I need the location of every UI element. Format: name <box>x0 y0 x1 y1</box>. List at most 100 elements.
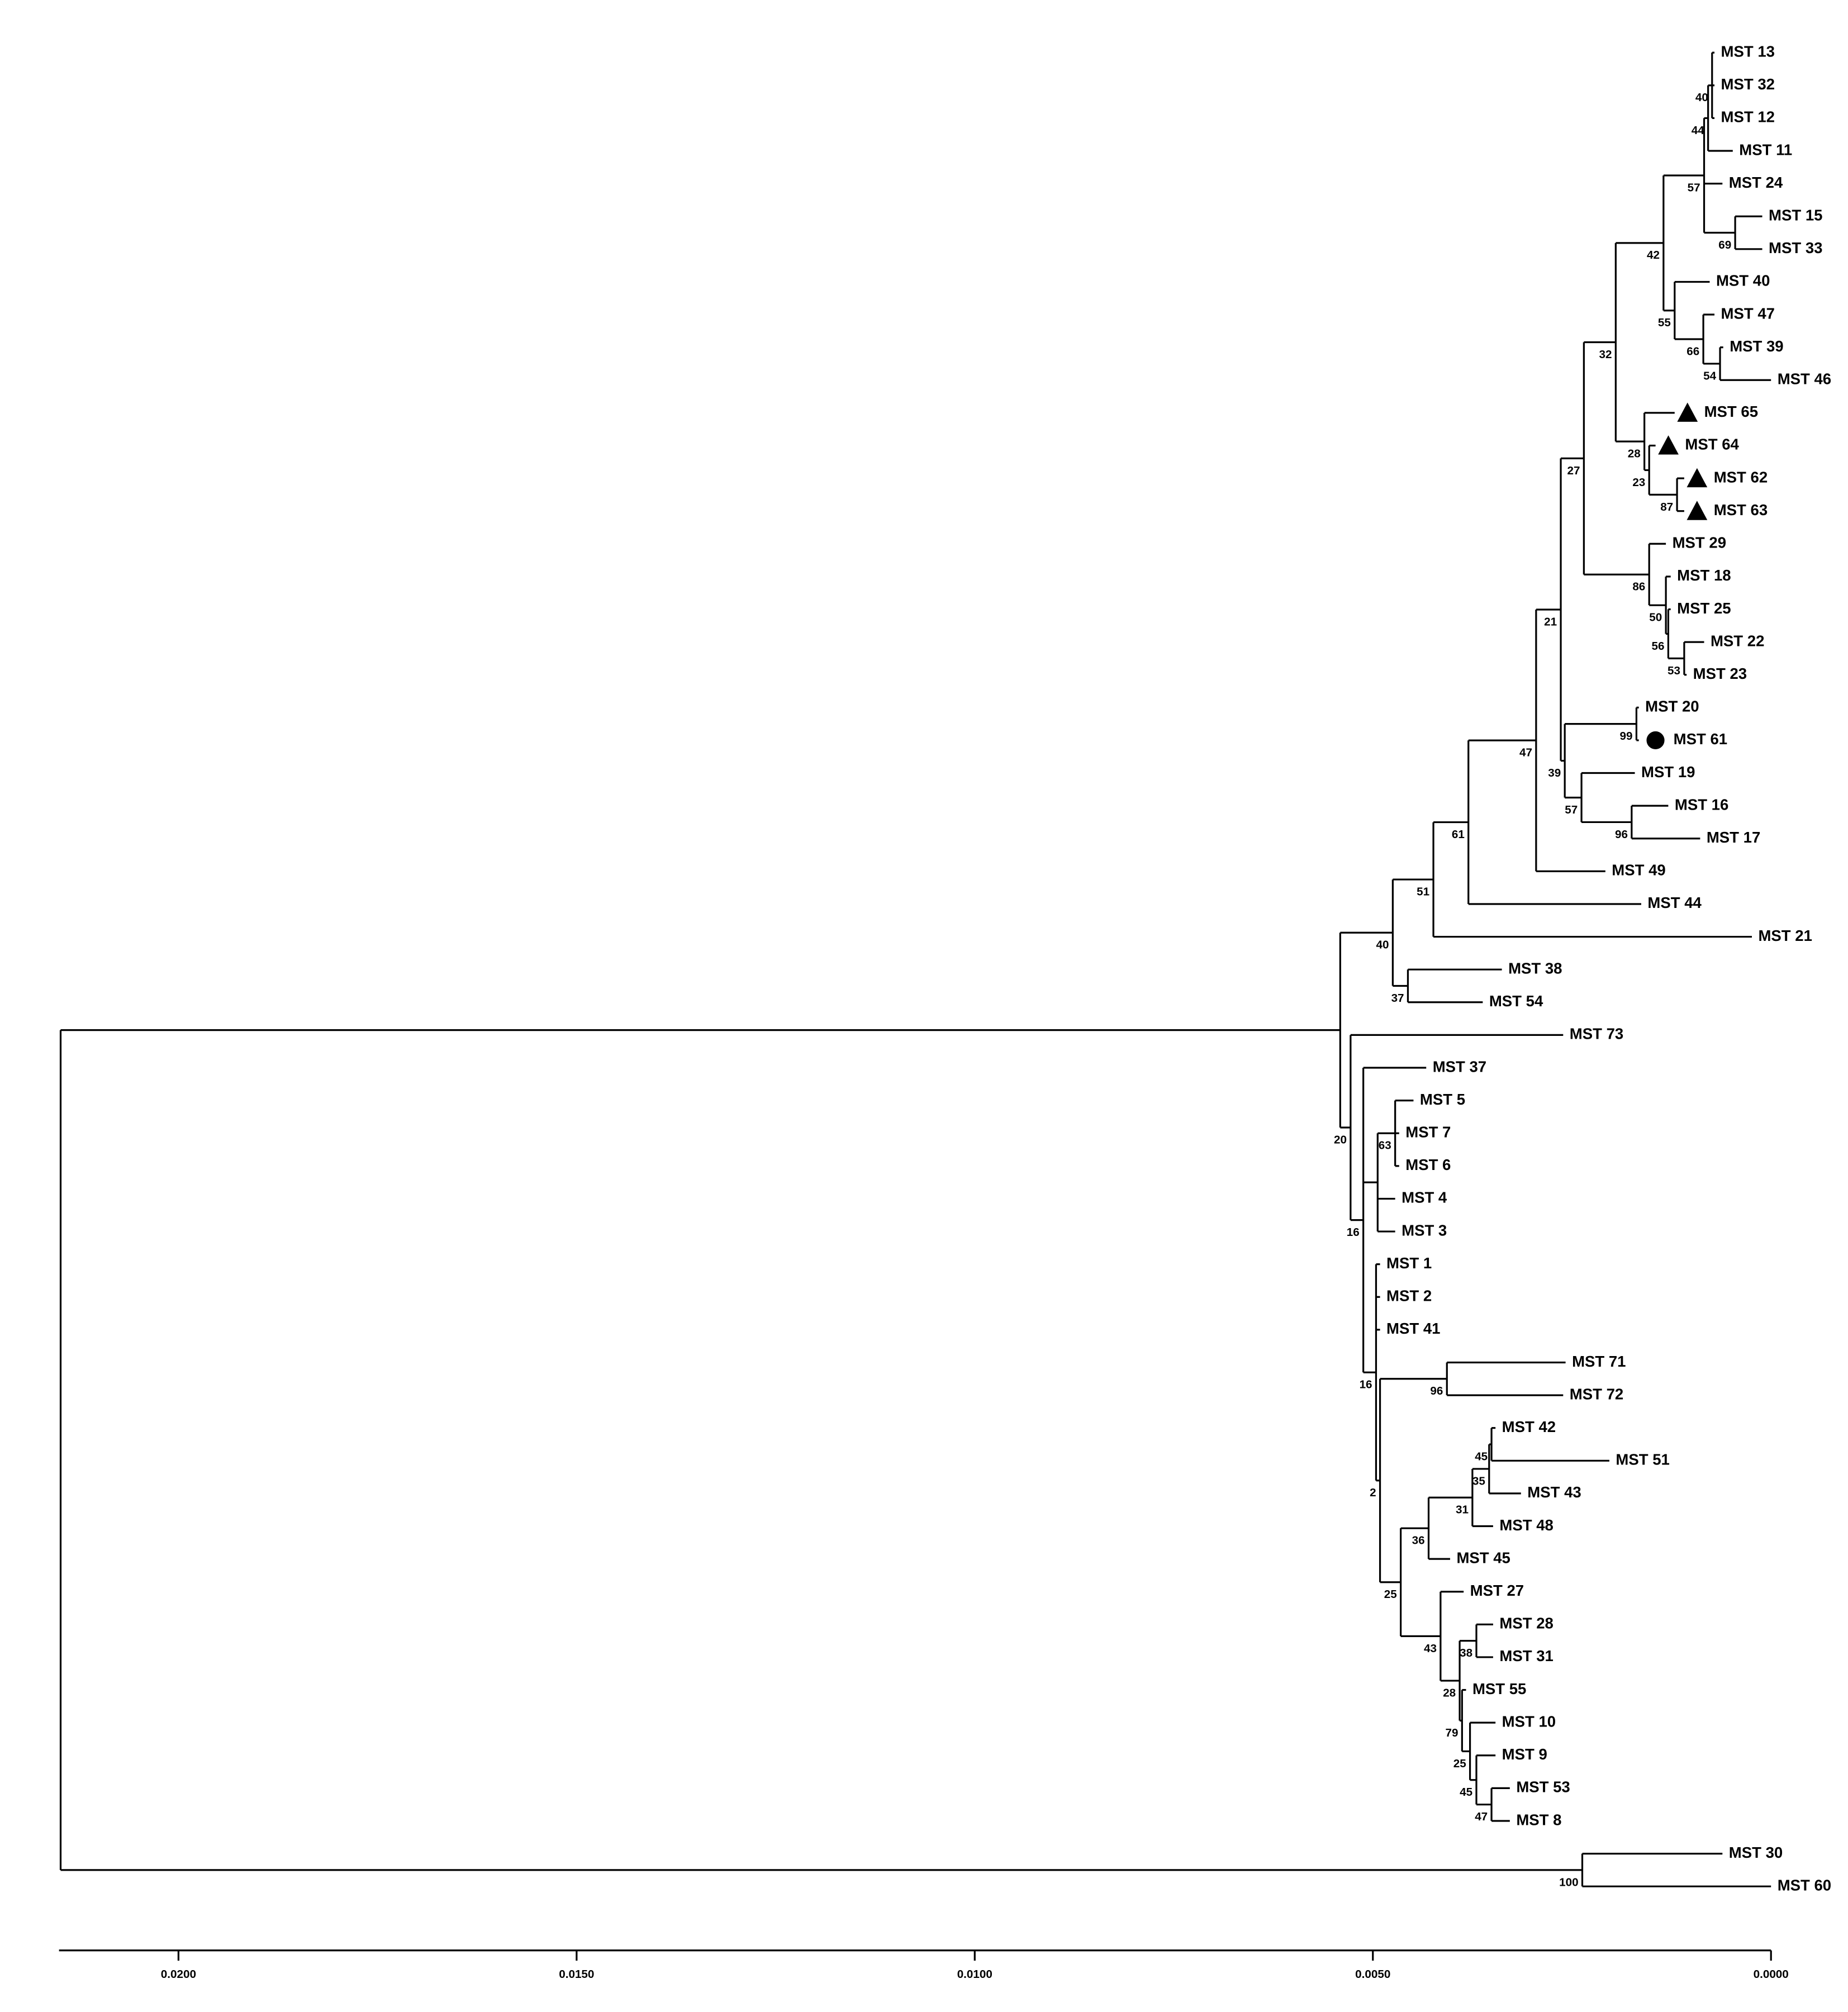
bootstrap-value: 56 <box>1652 640 1665 653</box>
bootstrap-value: 87 <box>1660 501 1673 513</box>
leaf-label: MST 39 <box>1730 337 1783 355</box>
leaf-label: MST 25 <box>1677 600 1731 617</box>
leaf-label: MST 30 <box>1729 1844 1783 1861</box>
bootstrap-value: 39 <box>1548 767 1561 779</box>
leaf-label: MST 38 <box>1508 959 1562 977</box>
bootstrap-value: 16 <box>1347 1226 1360 1239</box>
bootstrap-value: 43 <box>1424 1642 1437 1655</box>
leaf-label: MST 53 <box>1516 1778 1570 1796</box>
leaf-label: MST 33 <box>1769 239 1822 256</box>
bootstrap-value: 100 <box>1559 1876 1578 1889</box>
triangle-marker <box>1687 501 1708 520</box>
bootstrap-value: 35 <box>1472 1474 1485 1487</box>
leaf-label: MST 43 <box>1527 1483 1581 1501</box>
x-tick-label: 0.0100 <box>957 1968 992 1981</box>
bootstrap-value: 23 <box>1632 476 1645 489</box>
leaf-label: MST 19 <box>1641 763 1695 781</box>
bootstrap-value: 86 <box>1632 581 1645 593</box>
leaf-label: MST 10 <box>1502 1713 1556 1730</box>
bootstrap-value: 69 <box>1718 239 1731 251</box>
triangle-marker <box>1677 402 1698 422</box>
bootstrap-value: 37 <box>1391 992 1404 1005</box>
leaf-label: MST 64 <box>1685 436 1739 453</box>
leaf-label: MST 23 <box>1693 665 1747 682</box>
leaf-label: MST 9 <box>1502 1745 1547 1763</box>
bootstrap-value: 40 <box>1695 91 1708 104</box>
circle-marker <box>1646 731 1665 750</box>
leaf-label: MST 47 <box>1721 305 1775 322</box>
leaf-label: MST 11 <box>1739 141 1792 158</box>
bootstrap-value: 96 <box>1430 1385 1443 1397</box>
bootstrap-value: 40 <box>1376 939 1389 952</box>
x-tick-label: 0.0150 <box>559 1968 594 1981</box>
bootstrap-value: 32 <box>1599 348 1612 361</box>
bootstrap-value: 63 <box>1379 1139 1391 1152</box>
leaf-label: MST 40 <box>1716 272 1770 289</box>
leaf-label: MST 42 <box>1502 1418 1556 1435</box>
leaf-label: MST 21 <box>1758 927 1812 944</box>
bootstrap-value: 27 <box>1567 464 1580 477</box>
bootstrap-value: 20 <box>1334 1133 1347 1146</box>
bootstrap-value: 54 <box>1703 369 1716 382</box>
leaf-label: MST 31 <box>1499 1647 1553 1664</box>
bootstrap-value: 57 <box>1565 803 1578 816</box>
bootstrap-value: 16 <box>1360 1378 1372 1391</box>
leaf-label: MST 73 <box>1570 1025 1623 1043</box>
bootstrap-value: 96 <box>1615 828 1628 841</box>
leaf-label: MST 20 <box>1645 698 1699 715</box>
leaf-label: MST 27 <box>1470 1582 1524 1599</box>
leaf-label: MST 4 <box>1402 1189 1447 1206</box>
leaf-label: MST 49 <box>1612 862 1665 879</box>
leaf-label: MST 12 <box>1721 108 1775 126</box>
leaf-label: MST 15 <box>1769 206 1822 223</box>
leaf-label: MST 44 <box>1647 894 1702 911</box>
leaf-label: MST 6 <box>1405 1156 1451 1173</box>
x-tick-label: 0.0050 <box>1355 1968 1390 1981</box>
leaf-label: MST 45 <box>1456 1549 1510 1566</box>
bootstrap-value: 66 <box>1687 345 1699 358</box>
bootstrap-value: 38 <box>1460 1647 1472 1659</box>
leaf-label: MST 63 <box>1714 501 1768 519</box>
bootstrap-value: 79 <box>1445 1726 1458 1739</box>
x-tick-label: 0.0200 <box>161 1968 196 1981</box>
bootstrap-value: 50 <box>1649 611 1662 624</box>
bootstrap-value: 47 <box>1475 1810 1488 1823</box>
leaf-label: MST 13 <box>1721 42 1775 60</box>
bootstrap-value: 44 <box>1692 124 1704 137</box>
bootstrap-value: 99 <box>1620 730 1633 743</box>
leaf-label: MST 61 <box>1674 730 1727 748</box>
leaf-label: MST 22 <box>1711 632 1764 649</box>
leaf-label: MST 3 <box>1402 1221 1447 1239</box>
bootstrap-value: 36 <box>1412 1534 1425 1547</box>
bootstrap-value: 2 <box>1370 1486 1376 1499</box>
leaf-label: MST 32 <box>1721 75 1775 93</box>
leaf-label: MST 5 <box>1420 1091 1465 1108</box>
bootstrap-value: 31 <box>1456 1504 1469 1516</box>
leaf-label: MST 54 <box>1489 992 1543 1010</box>
leaf-label: MST 60 <box>1778 1876 1831 1894</box>
leaf-label: MST 65 <box>1704 403 1758 420</box>
leaf-label: MST 55 <box>1472 1680 1526 1697</box>
triangle-marker <box>1687 468 1708 488</box>
leaf-label: MST 41 <box>1386 1320 1440 1337</box>
leaf-label: MST 16 <box>1675 796 1728 813</box>
leaf-label: MST 28 <box>1499 1615 1553 1632</box>
leaf-label: MST 18 <box>1677 567 1731 584</box>
leaf-label: MST 37 <box>1433 1058 1486 1075</box>
bootstrap-value: 45 <box>1460 1786 1472 1799</box>
bootstrap-value: 51 <box>1417 885 1429 898</box>
bootstrap-value: 25 <box>1453 1757 1466 1770</box>
leaf-label: MST 24 <box>1729 174 1783 191</box>
leaf-label: MST 51 <box>1616 1451 1669 1468</box>
leaf-label: MST 29 <box>1673 534 1726 551</box>
bootstrap-value: 55 <box>1658 316 1671 329</box>
bootstrap-value: 47 <box>1519 746 1532 759</box>
bootstrap-value: 61 <box>1452 828 1465 841</box>
leaf-label: MST 48 <box>1499 1516 1553 1534</box>
leaf-label: MST 8 <box>1516 1811 1561 1828</box>
bootstrap-value: 53 <box>1668 664 1680 677</box>
leaf-label: MST 7 <box>1405 1124 1451 1141</box>
bootstrap-value: 28 <box>1628 448 1641 460</box>
